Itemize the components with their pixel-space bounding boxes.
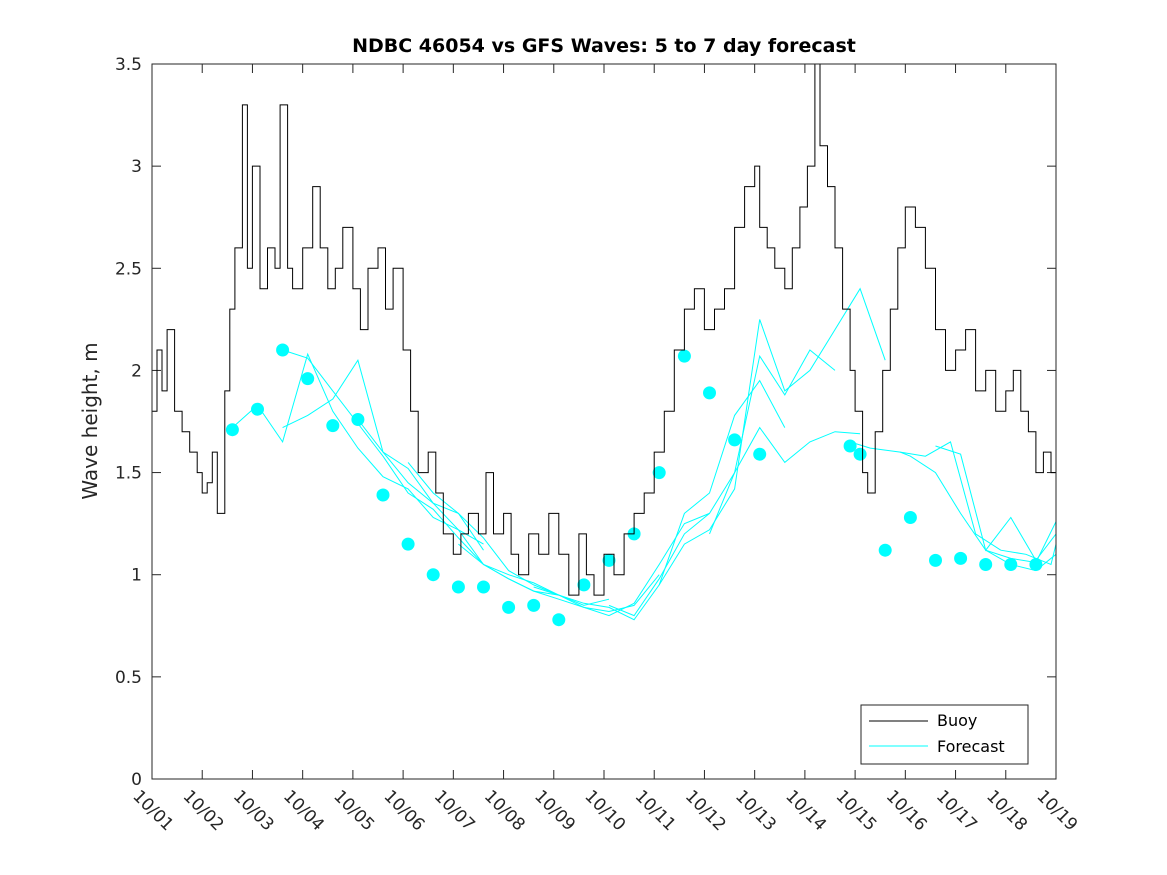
x-tick-label: 10/05 xyxy=(329,786,378,835)
x-tick-label: 10/11 xyxy=(631,786,680,835)
forecast-line xyxy=(900,441,1057,566)
forecast-marker xyxy=(477,580,490,594)
legend-buoy-label: Buoy xyxy=(937,711,977,730)
x-tick-label: 10/07 xyxy=(430,786,479,835)
forecast-marker xyxy=(853,447,867,461)
forecast-marker xyxy=(1004,558,1018,571)
forecast-marker xyxy=(276,343,290,357)
forecast-line xyxy=(407,462,660,613)
y-axis-label: Wave height, m xyxy=(78,342,102,499)
forecast-line xyxy=(709,349,836,535)
forecast-marker xyxy=(903,511,917,524)
forecast-marker xyxy=(1029,558,1043,571)
x-tick-label: 10/14 xyxy=(781,786,830,835)
forecast-marker xyxy=(401,537,415,551)
x-tick-label: 10/12 xyxy=(681,786,730,835)
x-tick-label: 10/03 xyxy=(229,786,278,835)
forecast-line xyxy=(849,441,1057,564)
y-tick-label: 2 xyxy=(131,361,142,381)
forecast-marker xyxy=(225,423,239,437)
forecast-marker xyxy=(843,439,857,453)
x-tick-label: 10/09 xyxy=(530,786,579,835)
forecast-marker xyxy=(376,488,390,502)
forecast-marker xyxy=(502,600,516,614)
forecast-marker xyxy=(527,598,541,612)
forecast-marker xyxy=(753,447,767,461)
forecast-line xyxy=(985,549,1057,572)
x-tick-label: 10/06 xyxy=(380,786,429,835)
x-tick-label: 10/15 xyxy=(832,786,881,835)
forecast-marker xyxy=(878,543,892,557)
forecast-marker xyxy=(301,372,315,386)
x-tick-label: 10/17 xyxy=(932,786,981,835)
forecast-marker xyxy=(451,580,465,594)
x-tick-label: 10/08 xyxy=(480,786,529,835)
forecast-marker xyxy=(251,402,264,416)
x-tick-label: 10/18 xyxy=(982,786,1031,835)
chart-title: NDBC 46054 vs GFS Waves: 5 to 7 day fore… xyxy=(352,35,856,57)
forecast-line xyxy=(232,352,484,545)
x-tick-label: 10/16 xyxy=(882,786,931,835)
forecast-marker xyxy=(351,413,365,426)
legend-box xyxy=(860,704,1029,765)
y-tick-label: 2.5 xyxy=(115,259,142,279)
y-tick-label: 1.5 xyxy=(115,464,142,484)
x-tick-label: 10/13 xyxy=(731,786,780,835)
forecast-marker xyxy=(577,578,591,592)
forecast-line xyxy=(935,445,1057,562)
y-tick-label: 3.5 xyxy=(115,55,142,75)
forecast-series xyxy=(232,287,1057,621)
forecast-marker xyxy=(728,433,742,447)
x-tick-label: 10/10 xyxy=(580,786,629,835)
x-tick-label: 10/19 xyxy=(1032,786,1081,835)
y-tick-label: 3 xyxy=(131,157,142,177)
forecast-line xyxy=(458,512,710,617)
forecast-marker xyxy=(677,349,691,363)
legend: Buoy Forecast xyxy=(860,704,1029,765)
forecast-marker xyxy=(954,551,968,565)
forecast-marker xyxy=(426,568,440,582)
buoy-series xyxy=(152,63,1057,596)
forecast-marker xyxy=(703,386,716,400)
forecast-marker xyxy=(652,466,666,480)
forecast-marker xyxy=(602,553,616,567)
x-tick-label: 10/04 xyxy=(279,786,328,835)
y-tick-label: 1 xyxy=(131,566,142,586)
y-tick-label: 0.5 xyxy=(115,668,142,688)
forecast-markers xyxy=(225,343,1043,627)
legend-forecast-label: Forecast xyxy=(937,737,1005,756)
x-tick-label: 10/01 xyxy=(128,786,177,835)
x-tick-label: 10/02 xyxy=(179,786,228,835)
forecast-marker xyxy=(979,558,993,571)
y-tick-label: 0 xyxy=(131,770,142,790)
forecast-marker xyxy=(326,419,340,433)
buoy-line xyxy=(152,63,1057,596)
plot-background xyxy=(152,64,1056,779)
forecast-marker xyxy=(552,613,566,627)
forecast-marker xyxy=(929,553,942,567)
plot-frame xyxy=(151,63,1057,780)
